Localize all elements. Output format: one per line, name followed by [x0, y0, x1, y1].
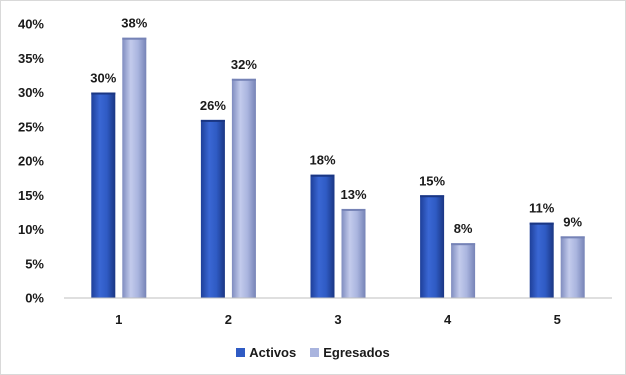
legend-label-egresados: Egresados — [323, 345, 390, 360]
bar-top-edge-egresados — [451, 243, 476, 246]
x-tick-label: 2 — [225, 312, 232, 327]
data-label-egresados: 32% — [231, 57, 257, 72]
data-labels-group: 30% 38% 26% 32% 18% 13% 15% 8% 11% 9% — [90, 16, 582, 236]
bar-activos — [529, 222, 554, 298]
bar-activos — [420, 195, 445, 298]
y-tick-label: 5% — [25, 256, 44, 271]
bar-top-edge-activos — [420, 195, 445, 198]
bar-activos — [310, 174, 335, 298]
bar-egresados — [231, 78, 256, 298]
bar-egresados — [560, 236, 585, 298]
y-tick-label: 35% — [18, 51, 44, 66]
legend-item-activos: Activos — [236, 345, 296, 360]
x-tick-label: 4 — [444, 312, 452, 327]
y-tick-label: 15% — [18, 188, 44, 203]
bar-top-edge-egresados — [122, 37, 147, 40]
bar-top-edge-activos — [91, 92, 116, 95]
y-tick-label: 20% — [18, 154, 44, 169]
data-label-egresados: 38% — [121, 16, 147, 31]
bar-top-edge-egresados — [560, 236, 585, 239]
legend-item-egresados: Egresados — [310, 345, 390, 360]
legend-swatch-activos — [236, 348, 246, 357]
data-label-activos: 26% — [200, 98, 226, 113]
data-label-activos: 11% — [529, 201, 555, 216]
x-axis: 1 2 3 4 5 — [64, 297, 612, 327]
y-tick-label: 0% — [25, 291, 44, 306]
y-tick-label: 30% — [18, 85, 44, 100]
data-label-egresados: 13% — [340, 187, 366, 202]
x-tick-label: 5 — [554, 312, 561, 327]
legend-swatch-egresados — [310, 348, 320, 357]
data-label-egresados: 9% — [563, 214, 582, 229]
y-tick-label: 40% — [18, 17, 44, 32]
bars-group — [91, 37, 585, 299]
bar-activos — [91, 92, 116, 298]
legend-label-activos: Activos — [249, 345, 297, 360]
legend: Activos Egresados — [0, 345, 626, 360]
data-label-activos: 30% — [90, 71, 116, 86]
y-axis: 0% 5% 10% 15% 20% 25% 30% 35% 40% — [18, 17, 44, 306]
x-tick-label: 1 — [115, 312, 122, 327]
bar-top-edge-activos — [200, 119, 225, 122]
y-tick-label: 10% — [18, 222, 44, 237]
bar-top-edge-activos — [310, 174, 335, 177]
data-label-egresados: 8% — [454, 221, 473, 236]
bar-egresados — [341, 208, 366, 298]
data-label-activos: 15% — [419, 173, 445, 188]
bar-egresados — [122, 37, 147, 298]
bar-top-edge-egresados — [231, 78, 256, 81]
x-tick-label: 3 — [334, 312, 341, 327]
y-tick-label: 25% — [18, 119, 44, 134]
data-label-activos: 18% — [309, 153, 335, 168]
bar-egresados — [451, 243, 476, 298]
bar-top-edge-activos — [529, 222, 554, 225]
bar-top-edge-egresados — [341, 208, 366, 211]
bar-activos — [200, 119, 225, 299]
